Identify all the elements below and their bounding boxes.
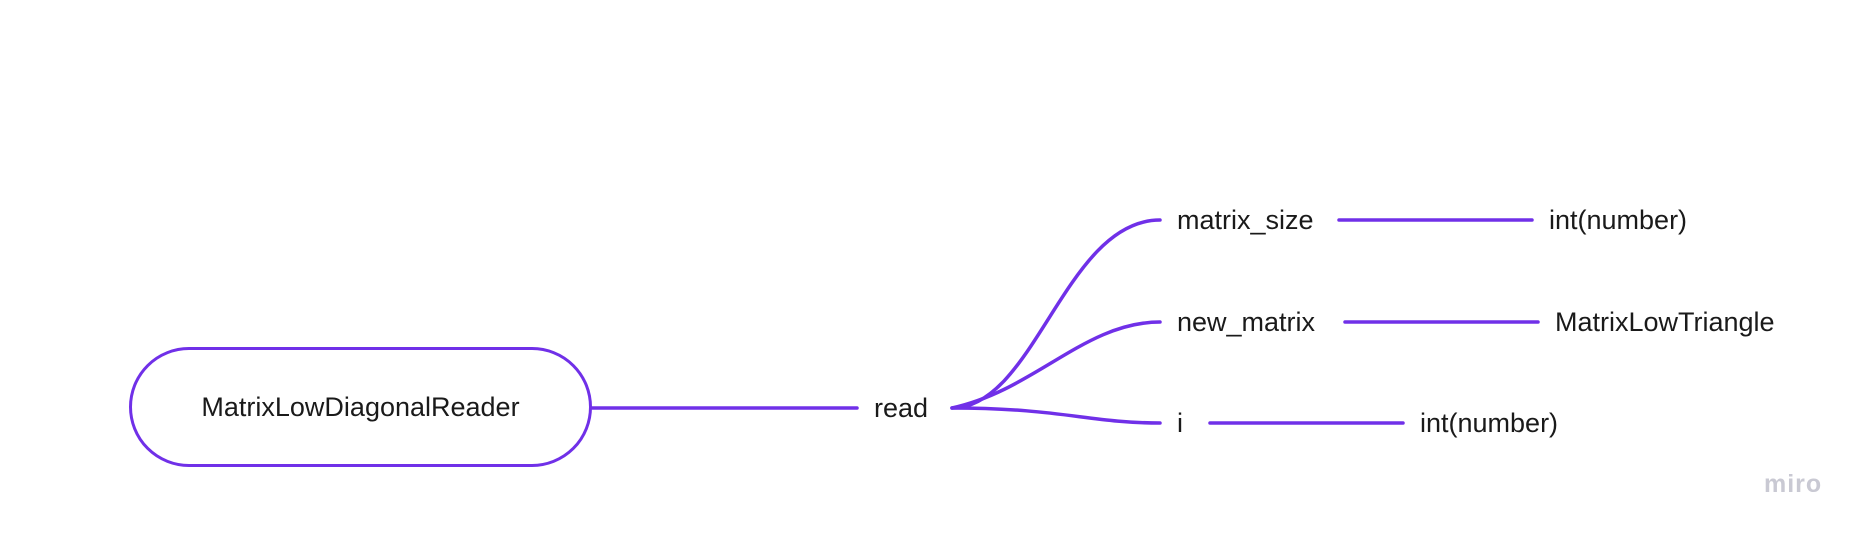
root-node-label: MatrixLowDiagonalReader — [201, 391, 520, 422]
branch-node-label: matrix_size — [1177, 205, 1314, 235]
connector-read-to-matrix-size — [950, 218, 1162, 410]
type-node-label: int(number) — [1420, 408, 1559, 438]
branch-node-new-matrix[interactable]: new_matrix — [1177, 305, 1315, 339]
root-node[interactable]: MatrixLowDiagonalReader — [129, 347, 592, 467]
method-node-label: read — [874, 393, 929, 423]
type-node-new-matrix[interactable]: MatrixLowTriangle — [1555, 305, 1775, 339]
type-node-i[interactable]: int(number) — [1420, 406, 1558, 440]
type-node-label: MatrixLowTriangle — [1555, 307, 1775, 337]
connector-read-to-new-matrix — [950, 320, 1162, 410]
branch-node-label: i — [1177, 408, 1183, 438]
method-node-read[interactable]: read — [874, 391, 928, 425]
branch-node-matrix-size[interactable]: matrix_size — [1177, 203, 1314, 237]
miro-logo-watermark: miro — [1764, 470, 1823, 498]
type-node-label: int(number) — [1549, 205, 1688, 235]
type-node-matrix-size[interactable]: int(number) — [1549, 203, 1687, 237]
branch-node-label: new_matrix — [1177, 307, 1316, 337]
branch-node-i[interactable]: i — [1177, 406, 1183, 440]
connector-read-to-i — [950, 406, 1162, 425]
